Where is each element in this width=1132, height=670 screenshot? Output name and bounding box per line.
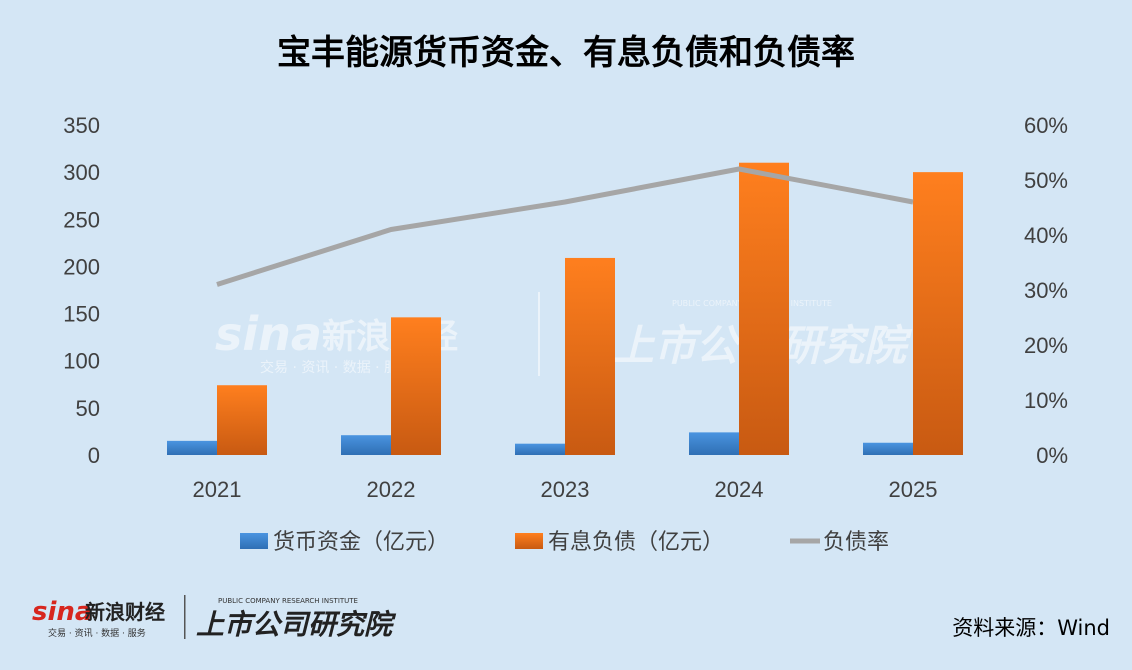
bar-cash — [167, 440, 217, 455]
bar-debt — [565, 257, 615, 455]
legend-label: 货币资金（亿元） — [273, 530, 449, 555]
source-note: 资料来源：Wind — [952, 616, 1110, 640]
footer-divider — [184, 595, 186, 639]
bar-cash — [341, 435, 391, 455]
legend-label: 有息负债（亿元） — [548, 530, 724, 555]
legend: 货币资金（亿元） 有息负债（亿元） 负债率 — [240, 530, 889, 555]
y-axis-tick-label: 250 — [63, 207, 100, 232]
plot-area: 0 50 100 150 200 250 300 350 0% 10% 20% 30% 40% 50% 60… — [63, 113, 1068, 502]
bar-debt — [913, 172, 963, 455]
chart-title: 宝丰能源货币资金、有息负债和负债率 — [277, 33, 855, 73]
bar-cash — [689, 432, 739, 455]
legend-swatch — [515, 533, 543, 549]
center-watermark: sina 新浪财经 交易 · 资讯 · 数据 · 服务 PUBLIC COMPA… — [215, 292, 913, 376]
y-axis-tick-label: 150 — [63, 302, 100, 327]
y-axis-tick-label: 200 — [63, 254, 100, 279]
watermark-brand-sub: 交易 · 资讯 · 数据 · 服务 — [260, 359, 412, 376]
bar-debt — [391, 317, 441, 455]
y2-axis-tick-label: 20% — [1024, 333, 1068, 358]
y-axis-tick-label: 0 — [88, 443, 100, 468]
footer-brand-sub: 交易 · 资讯 · 数据 · 服务 — [48, 627, 146, 639]
y2-axis-tick-label: 40% — [1024, 223, 1068, 248]
footer-institute-en: PUBLIC COMPANY RESEARCH INSTITUTE — [218, 597, 358, 605]
y2-axis-tick-label: 50% — [1024, 168, 1068, 193]
x-axis-tick-label: 2025 — [889, 477, 938, 502]
x-axis-tick-label: 2024 — [715, 477, 764, 502]
y-axis-tick-label: 300 — [63, 160, 100, 185]
legend-label: 负债率 — [823, 530, 889, 555]
y2-axis-tick-label: 30% — [1024, 278, 1068, 303]
x-axis-tick-label: 2021 — [193, 477, 242, 502]
footer-sina-logo: sina — [32, 597, 92, 627]
y2-axis-tick-label: 10% — [1024, 388, 1068, 413]
x-axis-tick-label: 2022 — [367, 477, 416, 502]
y2-axis-tick-label: 0% — [1036, 443, 1068, 468]
x-axis-tick-label: 2023 — [541, 477, 590, 502]
footer-brand: 新浪财经 — [85, 600, 165, 624]
watermark-sina-logo: sina — [215, 307, 322, 361]
y-axis-tick-label: 50 — [76, 396, 100, 421]
watermark-divider — [538, 292, 540, 376]
bar-cash — [515, 443, 565, 455]
y2-axis-tick-label: 60% — [1024, 113, 1068, 138]
bar-debt — [217, 385, 267, 455]
footer-institute: 上市公司研究院 — [196, 608, 397, 641]
footer-brand: sina 新浪财经 交易 · 资讯 · 数据 · 服务 PUBLIC COMPA… — [32, 595, 397, 641]
legend-swatch — [240, 533, 268, 549]
y-axis-tick-label: 100 — [63, 349, 100, 374]
bar-debt — [739, 162, 789, 455]
y-axis-tick-label: 350 — [63, 113, 100, 138]
bar-cash — [863, 442, 913, 455]
